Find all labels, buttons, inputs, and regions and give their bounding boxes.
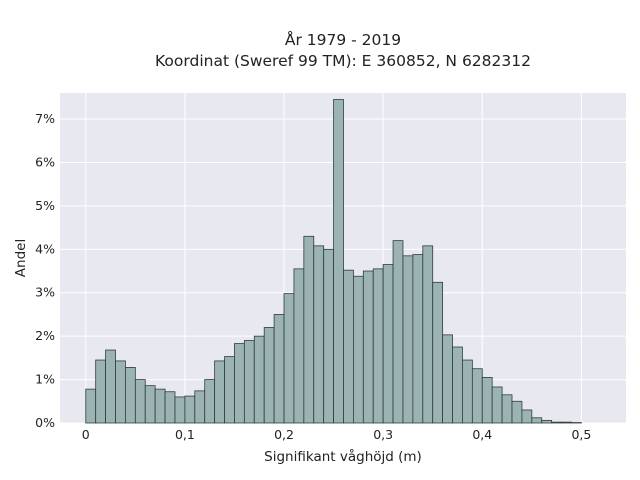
histogram-bar xyxy=(442,334,453,424)
chart-title: År 1979 - 2019 xyxy=(285,30,401,49)
histogram-bar xyxy=(471,368,483,424)
bars xyxy=(85,99,582,424)
histogram-bar xyxy=(402,255,414,424)
histogram-bar xyxy=(452,346,463,424)
y-tick-label: 6% xyxy=(35,154,55,169)
y-tick-label: 1% xyxy=(35,372,55,387)
x-tick-label: 0,5 xyxy=(571,427,591,442)
y-tick-label: 2% xyxy=(35,328,55,343)
tick-labels: 0 0,1 0,2 0,3 0,4 0,5 0% 1% 2% 3% 4% 5% 6% 7% xyxy=(35,111,591,442)
histogram-bar xyxy=(333,99,344,424)
y-tick-label: 7% xyxy=(35,111,55,126)
histogram-bar xyxy=(204,379,216,424)
histogram-bar xyxy=(105,349,116,424)
y-tick-label: 4% xyxy=(35,241,55,256)
histogram-bar xyxy=(422,245,434,424)
histogram-bar xyxy=(253,335,265,424)
histogram-bar xyxy=(144,385,156,424)
histogram-bar xyxy=(243,340,255,424)
x-tick-label: 0,4 xyxy=(472,427,492,442)
histogram-bar xyxy=(293,268,305,424)
x-tick-label: 0 xyxy=(82,427,90,442)
histogram-bar xyxy=(462,359,473,424)
y-tick-label: 0% xyxy=(35,415,55,430)
histogram-bar xyxy=(343,269,354,424)
histogram-bar xyxy=(521,409,533,424)
histogram-bar xyxy=(501,394,513,424)
histogram-bar xyxy=(353,275,364,424)
histogram-bar xyxy=(154,388,166,424)
x-tick-label: 0,1 xyxy=(175,427,195,442)
y-axis-label: Andel xyxy=(13,239,29,277)
histogram-bar xyxy=(303,235,315,424)
histogram-bar xyxy=(491,386,503,424)
histogram-bar xyxy=(214,360,225,424)
histogram-bar xyxy=(541,419,553,424)
histogram-bar xyxy=(481,377,493,424)
histogram-bar xyxy=(511,400,523,424)
histogram-bar xyxy=(323,248,334,424)
histogram-bar xyxy=(125,367,136,424)
histogram-bar xyxy=(432,281,444,424)
histogram-bar xyxy=(412,254,424,424)
histogram-bar xyxy=(362,270,374,424)
x-tick-label: 0,3 xyxy=(373,427,393,442)
y-tick-label: 5% xyxy=(35,198,55,213)
histogram-bar xyxy=(273,314,285,424)
x-tick-label: 0,2 xyxy=(274,427,294,442)
histogram-bar xyxy=(224,356,235,424)
histogram-bar xyxy=(382,264,394,424)
histogram-bar xyxy=(115,360,126,424)
histogram-bar xyxy=(551,421,562,424)
histogram-bar xyxy=(174,396,186,424)
histogram-bar xyxy=(134,379,146,424)
histogram-bar xyxy=(95,359,106,424)
x-axis-label: Signifikant våghöjd (m) xyxy=(264,448,422,465)
histogram-bar xyxy=(194,390,206,424)
histogram-bar xyxy=(561,421,572,424)
histogram-bar xyxy=(263,327,275,424)
histogram-bar xyxy=(531,417,543,424)
histogram-bar xyxy=(392,240,404,424)
histogram-bar xyxy=(85,388,97,424)
histogram-bar xyxy=(234,343,245,424)
y-tick-label: 3% xyxy=(35,285,55,300)
histogram-bar xyxy=(283,293,295,424)
histogram-bar xyxy=(313,245,325,424)
histogram-bar xyxy=(372,268,384,424)
histogram-bar xyxy=(164,391,176,424)
chart-subtitle: Koordinat (Sweref 99 TM): E 360852, N 62… xyxy=(155,52,531,70)
histogram-bar xyxy=(184,395,196,424)
